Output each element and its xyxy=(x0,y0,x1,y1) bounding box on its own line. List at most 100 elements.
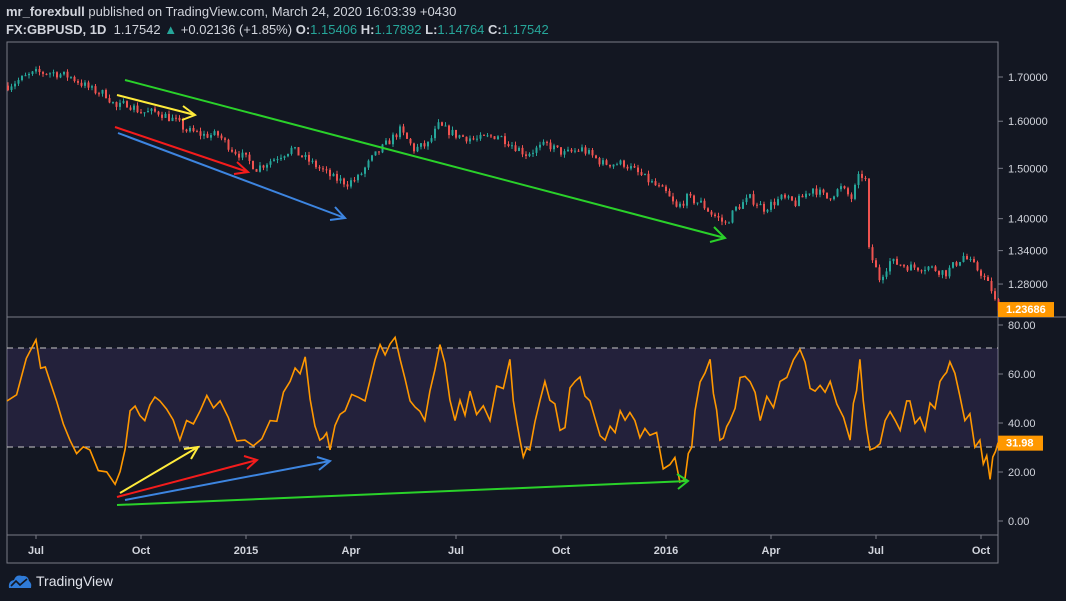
candle xyxy=(84,80,86,89)
candle xyxy=(479,132,482,141)
candle xyxy=(658,182,660,188)
price-tick-label: 1.70000 xyxy=(1008,72,1048,84)
candle xyxy=(38,65,41,76)
candle xyxy=(994,288,996,301)
candle xyxy=(154,106,156,113)
yellow-price-arrow[interactable] xyxy=(116,94,198,121)
candle xyxy=(927,266,930,272)
trend-arrows[interactable] xyxy=(114,79,727,506)
candle xyxy=(444,122,447,127)
candle xyxy=(266,163,268,172)
candle xyxy=(731,210,734,224)
candle xyxy=(651,179,653,184)
candle xyxy=(983,273,986,281)
price-axis[interactable]: 1.70000 1.60000 1.50000 1.40000 1.34000 1.280… xyxy=(998,72,1054,318)
candle xyxy=(318,165,321,172)
candle xyxy=(129,105,132,111)
candle xyxy=(504,133,506,148)
time-tick-label: Oct xyxy=(552,545,571,557)
candle xyxy=(574,147,576,154)
rsi-tick-label: 20.00 xyxy=(1008,467,1036,479)
rsi-last-label: 31.98 xyxy=(1006,438,1034,450)
candle xyxy=(483,134,485,136)
close-label: C: xyxy=(488,22,502,37)
candle xyxy=(938,270,940,278)
candle xyxy=(829,198,832,202)
candle xyxy=(437,119,440,130)
candle xyxy=(10,83,13,92)
candle xyxy=(913,262,916,270)
candle xyxy=(616,162,618,166)
candle xyxy=(241,149,244,161)
time-tick-label: Jul xyxy=(448,545,464,557)
candle xyxy=(161,111,163,121)
candles xyxy=(7,65,1000,313)
candle xyxy=(248,152,251,165)
candle xyxy=(213,129,216,136)
candle xyxy=(976,260,979,272)
candle xyxy=(374,151,377,156)
candle xyxy=(962,252,965,263)
candle xyxy=(700,197,702,203)
candle xyxy=(959,261,961,267)
green-rsi-arrow[interactable] xyxy=(116,473,690,506)
candle xyxy=(563,148,566,158)
red-rsi-arrow[interactable] xyxy=(116,455,259,498)
blue-rsi-arrow[interactable] xyxy=(124,456,333,501)
candle xyxy=(115,101,118,111)
time-tick-label: Apr xyxy=(342,545,362,557)
candle xyxy=(476,135,478,142)
candle xyxy=(766,208,769,214)
candle xyxy=(990,277,993,294)
candle xyxy=(210,133,212,141)
candle xyxy=(549,139,552,152)
candle xyxy=(598,156,601,167)
candle xyxy=(857,171,860,189)
candle xyxy=(577,148,580,152)
candle xyxy=(854,183,856,201)
candle xyxy=(686,192,688,209)
candle xyxy=(612,164,615,169)
candle xyxy=(780,194,783,201)
candle xyxy=(952,261,954,269)
rsi-axis[interactable]: 80.00 60.00 40.00 20.00 0.00 31.98 xyxy=(998,320,1043,528)
low-label: L: xyxy=(425,22,438,37)
candle xyxy=(224,137,226,143)
candle xyxy=(392,132,394,147)
candle xyxy=(227,138,230,152)
candle xyxy=(353,177,356,183)
candle xyxy=(262,164,265,171)
candle xyxy=(140,108,142,114)
candle xyxy=(458,134,461,139)
candle xyxy=(308,151,310,166)
candle xyxy=(465,136,468,144)
author[interactable]: mr_forexbull xyxy=(6,4,85,19)
candle xyxy=(220,133,223,141)
candle xyxy=(819,187,821,198)
candle xyxy=(168,110,170,122)
candle xyxy=(63,71,65,76)
candle xyxy=(556,145,559,149)
red-price-arrow[interactable] xyxy=(114,126,251,175)
time-axis[interactable]: Jul Oct 2015 Apr Jul Oct 2016 Apr Jul Oct xyxy=(28,535,991,557)
candle xyxy=(157,110,160,117)
rsi-tick-label: 60.00 xyxy=(1008,369,1036,381)
candle xyxy=(287,153,289,158)
candle xyxy=(402,123,405,136)
blue-price-arrow[interactable] xyxy=(117,132,348,221)
green-price-arrow[interactable] xyxy=(124,79,727,243)
candle xyxy=(276,156,279,164)
candle xyxy=(448,124,450,139)
candle xyxy=(7,82,9,92)
candle xyxy=(794,197,797,208)
close-value: 1.17542 xyxy=(501,22,549,37)
candle xyxy=(570,148,573,153)
candle xyxy=(885,267,888,280)
tradingview-branding[interactable]: TradingView xyxy=(8,573,113,589)
candle xyxy=(192,125,195,133)
price-tick-label: 1.28000 xyxy=(1008,279,1048,291)
low-value: 1.14764 xyxy=(437,22,485,37)
yellow-rsi-arrow[interactable] xyxy=(119,445,200,494)
candle xyxy=(630,163,632,171)
